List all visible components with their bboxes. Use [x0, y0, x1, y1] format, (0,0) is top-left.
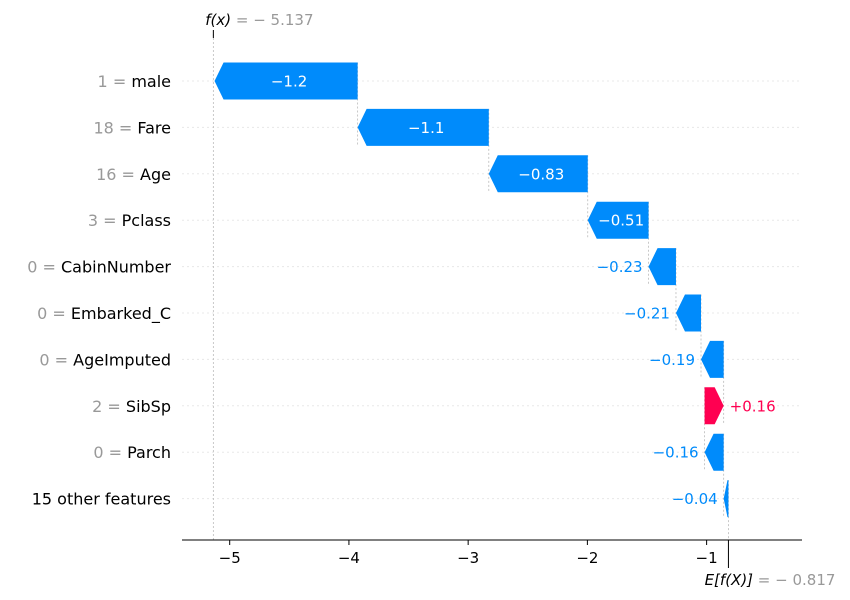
feature-value: 0 = — [93, 443, 127, 462]
fx-label: f(x) — [205, 11, 231, 29]
shap-bar-negative — [701, 340, 724, 378]
feature-value: 18 = — [93, 118, 137, 137]
shap-bar-negative — [648, 248, 676, 286]
x-tick-label: −3 — [457, 549, 479, 567]
feature-labels: 1 = male 18 = Fare 16 = Age 3 = Pclass 0 = C… — [27, 72, 171, 509]
feature-label: 2 = SibSp — [92, 397, 171, 416]
feature-name: Parch — [127, 443, 171, 462]
fx-annotation: f(x) = − 5.137 — [205, 11, 313, 29]
bar-value-label: −0.23 — [597, 258, 643, 276]
feature-name: AgeImputed — [73, 350, 171, 369]
fx-value: − 5.137 — [253, 11, 313, 29]
feature-value: 1 = — [98, 72, 132, 91]
bars: −1.2 −1.1 −0.83 −0.51 −0.23 −0.21 −0.19 +0.16 −0… — [214, 62, 776, 518]
bar-value-label: −0.04 — [672, 490, 718, 508]
shap-bar-negative — [587, 201, 649, 239]
efx-equals: = — [753, 571, 775, 589]
feature-value: 2 = — [92, 397, 126, 416]
bar-value-label: −0.83 — [518, 165, 564, 183]
feature-label: 18 = Fare — [93, 118, 171, 137]
bar-value-label: −0.19 — [649, 351, 695, 369]
fx-equals: = — [231, 11, 253, 29]
feature-label: 16 = Age — [96, 165, 171, 184]
feature-name: Embarked_C — [71, 304, 171, 324]
feature-label: 0 = AgeImputed — [39, 350, 171, 369]
feature-label: 15 other features — [32, 490, 171, 509]
x-tick-label: −1 — [696, 549, 718, 567]
efx-annotation: E[f(X)] = − 0.817 — [705, 571, 836, 589]
shap-bar-negative — [488, 155, 588, 193]
efx-label: E[f(X)] — [705, 571, 754, 589]
feature-label: 0 = Parch — [93, 443, 171, 462]
shap-bar-negative — [675, 294, 702, 332]
shap-bar-positive — [704, 387, 724, 425]
bar-value-label: +0.16 — [730, 397, 776, 415]
bar-value-label: −1.2 — [271, 73, 307, 91]
feature-value: 0 = — [27, 258, 61, 277]
shap-bar-negative — [704, 433, 724, 471]
feature-label: 0 = Embarked_C — [37, 304, 171, 324]
feature-label: 3 = Pclass — [88, 211, 171, 230]
efx-value: − 0.817 — [775, 571, 835, 589]
feature-name: CabinNumber — [61, 258, 171, 277]
x-tick-label: −5 — [219, 549, 241, 567]
feature-label: 0 = CabinNumber — [27, 258, 171, 277]
shap-bar-negative — [214, 62, 358, 100]
feature-value: 0 = — [39, 350, 73, 369]
x-tick-label: −4 — [338, 549, 360, 567]
bar-value-label: −0.21 — [624, 305, 670, 323]
row-gridlines — [182, 80, 802, 500]
feature-name: male — [131, 72, 171, 91]
bar-value-label: −0.16 — [653, 444, 699, 462]
shap-bar-negative — [723, 480, 729, 518]
bar-value-label: −0.51 — [598, 212, 644, 230]
feature-name: SibSp — [126, 397, 171, 416]
bar-value-label: −1.1 — [408, 119, 444, 137]
x-axis: −5 −4 −3 −2 −1 — [182, 30, 802, 568]
x-tick-label: −2 — [576, 549, 598, 567]
feature-label: 1 = male — [98, 72, 171, 91]
feature-value: 16 = — [96, 165, 140, 184]
feature-name: Age — [140, 165, 171, 184]
feature-name: Pclass — [122, 211, 171, 230]
feature-value: 0 = — [37, 304, 71, 323]
feature-name: Fare — [137, 118, 171, 137]
shap-bar-negative — [357, 108, 489, 146]
feature-name: 15 other features — [32, 490, 171, 509]
feature-value: 3 = — [88, 211, 122, 230]
